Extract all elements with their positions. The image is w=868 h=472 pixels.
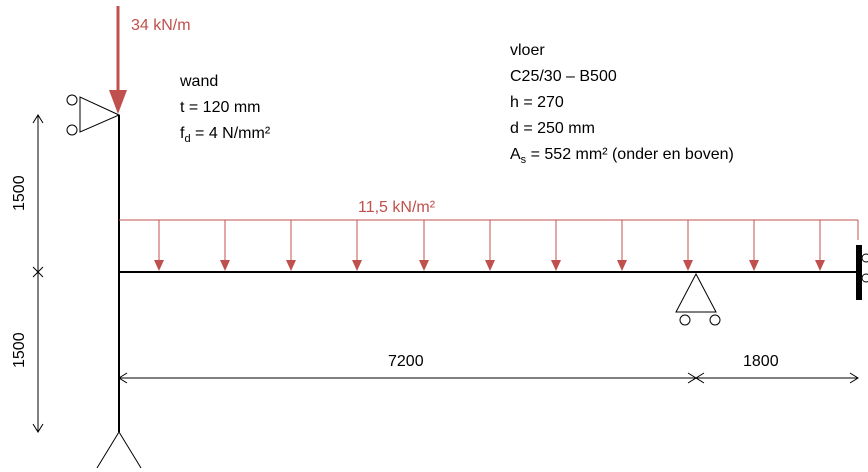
udl-arrow-head-7: [617, 260, 627, 271]
point-load-label: 34 kN/m: [131, 17, 191, 34]
wall-fd: fd = 4 N/mm²: [180, 125, 271, 145]
wall-properties: wand t = 120 mm fd = 4 N/mm²: [179, 73, 271, 145]
udl-arrow-head-10: [815, 260, 825, 271]
distributed-load-arrows: [154, 220, 825, 271]
distributed-load-label: 11,5 kN/m²: [358, 199, 436, 216]
floor-d: d = 250 mm: [510, 120, 595, 137]
floor-as: As = 552 mm² (onder en boven): [510, 146, 734, 166]
span-cantilever-label: 1800: [743, 353, 779, 370]
beam-roller-support: [675, 272, 721, 326]
floor-h: h = 270: [510, 94, 564, 111]
lower-height-label: 1500: [11, 332, 28, 368]
horizontal-dimension: [118, 372, 859, 384]
udl-arrow-head-5: [485, 260, 495, 271]
vertical-dimension: [32, 114, 44, 433]
udl-arrow-head-3: [352, 260, 362, 271]
floor-grade: C25/30 – B500: [510, 68, 617, 85]
top-roller-support: [66, 94, 121, 136]
right-end-clamp: [856, 245, 868, 300]
udl-arrow-head-4: [419, 260, 429, 271]
wall-title: wand: [179, 73, 218, 90]
span-main-label: 7200: [388, 353, 424, 370]
udl-arrow-head-2: [286, 260, 296, 271]
udl-arrow-head-8: [683, 260, 693, 271]
distributed-load: [119, 219, 859, 240]
udl-arrow-head-0: [154, 260, 164, 271]
point-load-arrow: [109, 6, 127, 114]
bottom-fork-support: [96, 431, 142, 469]
floor-title: vloer: [510, 42, 545, 59]
udl-arrow-head-9: [749, 260, 759, 271]
udl-arrow-head-1: [220, 260, 230, 271]
floor-properties: vloer C25/30 – B500 h = 270 d = 250 mm A…: [510, 42, 734, 166]
upper-height-label: 1500: [11, 175, 28, 211]
udl-arrow-head-6: [551, 260, 561, 271]
wall-thickness: t = 120 mm: [180, 99, 260, 116]
